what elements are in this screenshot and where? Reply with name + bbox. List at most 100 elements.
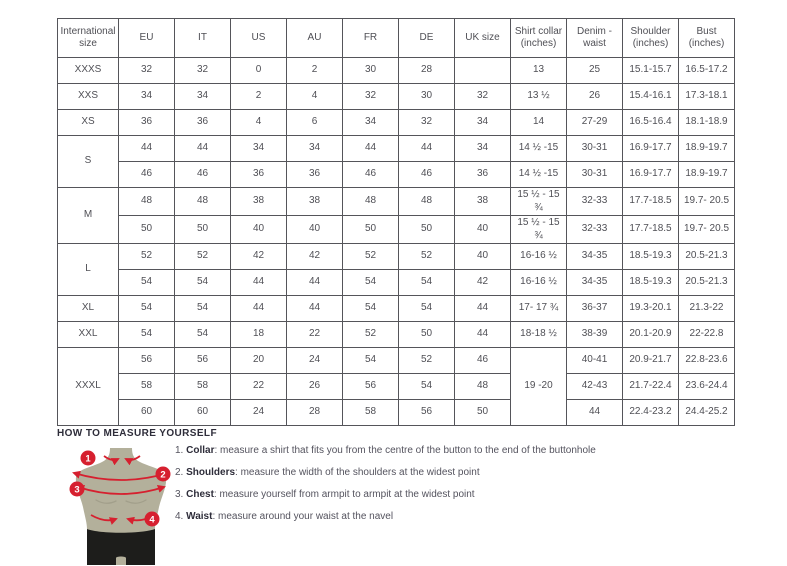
size-label-cell: XS: [57, 109, 119, 136]
table-cell: 54: [398, 373, 455, 400]
collar-measure-arrow: [124, 455, 141, 466]
column-header: US: [230, 18, 287, 58]
table-cell: 22: [286, 321, 343, 348]
table-cell: 24.4-25.2: [678, 399, 735, 426]
table-cell: 13 ½: [510, 83, 567, 110]
column-header: EU: [118, 18, 175, 58]
mannequin-figure: 1 2 3 4: [60, 443, 182, 566]
table-cell: [454, 57, 511, 84]
table-cell: 54: [174, 269, 231, 296]
table-cell: 19 -20: [510, 347, 567, 426]
table-cell: 23.6-24.4: [678, 373, 735, 400]
measure-list-item: 1. Collar: measure a shirt that fits you…: [175, 445, 596, 456]
waist-measure-arrow: [90, 514, 118, 525]
table-cell: 36: [230, 161, 287, 188]
mannequin-illustration: 1 2 3 4: [69, 448, 171, 565]
table-row: XS 36 36 4 6 34 32 34 14 27-29 16.5-16.4 18.1-18.9: [57, 109, 735, 136]
size-label-cell: XXXL: [57, 347, 119, 426]
table-cell: 52: [398, 243, 455, 270]
table-cell: 54: [342, 269, 399, 296]
table-row: XXXS 32 32 0 2 30 28 13 25 15.1-15.7 16.5-17.2: [57, 57, 735, 84]
marker-2-badge: 2: [155, 466, 171, 482]
table-cell: 42: [454, 269, 511, 296]
table-cell: 4: [286, 83, 343, 110]
measure-list-item: 4. Waist: measure around your waist at t…: [175, 511, 394, 522]
table-cell: 15 ½ - 15 ¾: [510, 215, 567, 244]
table-cell: 36: [118, 109, 175, 136]
table-row: 46 46 36 36 46 46 36 14 ½ -15 30-31 16.9-17.7 18.9…: [58, 161, 735, 188]
table-row: XXS 34 34 2 4 32 30 32 13 ½ 26 15.4-16.1 17.3-18.1: [57, 83, 735, 110]
header-row: International size EU IT US AU FR DE UK size Shi…: [57, 18, 735, 58]
marker-1-badge: 1: [80, 450, 96, 466]
table-cell: 20.5-21.3: [678, 269, 735, 296]
table-cell: 40-41: [566, 347, 623, 374]
marker-4-label: 4: [149, 514, 155, 525]
table-cell: 46: [174, 161, 231, 188]
table-cell: 34-35: [566, 269, 623, 296]
table-cell: 30: [342, 57, 399, 84]
shorts-shape: [87, 529, 155, 565]
table-cell: 30: [398, 83, 455, 110]
table-cell: 42-43: [566, 373, 623, 400]
table-cell: 32-33: [566, 215, 623, 244]
column-header: Denim - waist: [566, 18, 623, 58]
column-header: DE: [398, 18, 455, 58]
table-cell: 6: [286, 109, 343, 136]
table-cell: 50: [398, 215, 455, 244]
column-header: Bust (inches): [678, 18, 735, 58]
measure-item-number: 1.: [175, 445, 187, 456]
measure-item-term: Collar: [186, 445, 215, 456]
table-cell: 44: [454, 321, 511, 348]
table-row: L 52 52 42 42 52 52 40 16-16 ½ 34-35 18.5-19.3 20.5…: [57, 243, 735, 296]
table-cell: 30-31: [566, 135, 623, 162]
measure-list-item: 2. Shoulders: measure the width of the s…: [175, 467, 480, 478]
table-cell: 54: [118, 321, 175, 348]
size-label-cell: XXXS: [57, 57, 119, 84]
table-cell: 54: [398, 295, 455, 322]
table-cell: 48: [454, 373, 511, 400]
column-header: International size: [57, 18, 119, 58]
table-cell: 18.5-19.3: [622, 243, 679, 270]
marker-4-badge: 4: [144, 511, 160, 527]
table-cell: 52: [118, 243, 175, 270]
table-cell: 52: [174, 243, 231, 270]
table-cell: 32: [342, 83, 399, 110]
table-cell: 42: [230, 243, 287, 270]
table-cell: 17.7-18.5: [622, 215, 679, 244]
collar-measure-arrow: [103, 455, 120, 466]
column-header: IT: [174, 18, 231, 58]
table-cell: 36-37: [566, 295, 623, 322]
table-cell: 58: [342, 399, 399, 426]
table-cell: 22.4-23.2: [622, 399, 679, 426]
table-cell: 56: [342, 373, 399, 400]
table-cell: 44: [398, 135, 455, 162]
table-cell: 21.3-22: [678, 295, 735, 322]
table-cell: 42: [286, 243, 343, 270]
marker-2-label: 2: [160, 469, 165, 480]
chest-contour: [95, 499, 147, 504]
size-label-cell: XXS: [57, 83, 119, 110]
measure-section-title: HOW TO MEASURE YOURSELF: [57, 428, 217, 439]
table-cell: 50: [342, 215, 399, 244]
size-label-cell: S: [57, 135, 119, 188]
table-cell: 16-16 ½: [510, 243, 567, 270]
table-cell: 32: [174, 57, 231, 84]
table-cell: 22: [230, 373, 287, 400]
table-cell: 50: [174, 215, 231, 244]
size-label-cell: XL: [57, 295, 119, 322]
size-label-cell: L: [57, 243, 119, 296]
table-cell: 46: [398, 161, 455, 188]
table-cell: 32: [118, 57, 175, 84]
table-cell: 13: [510, 57, 567, 84]
table-cell: 28: [398, 57, 455, 84]
table-cell: 38: [454, 187, 511, 216]
size-chart-table: International size EU IT US AU FR DE UK size Shi…: [57, 18, 735, 426]
table-cell: 56: [118, 347, 175, 374]
column-header: Shoulder (inches): [622, 18, 679, 58]
table-cell: 44: [454, 295, 511, 322]
table-cell: 48: [398, 187, 455, 216]
table-cell: 14 ½ -15: [510, 135, 567, 162]
table-cell: 16.9-17.7: [622, 135, 679, 162]
table-cell: 18.9-19.7: [678, 135, 735, 162]
